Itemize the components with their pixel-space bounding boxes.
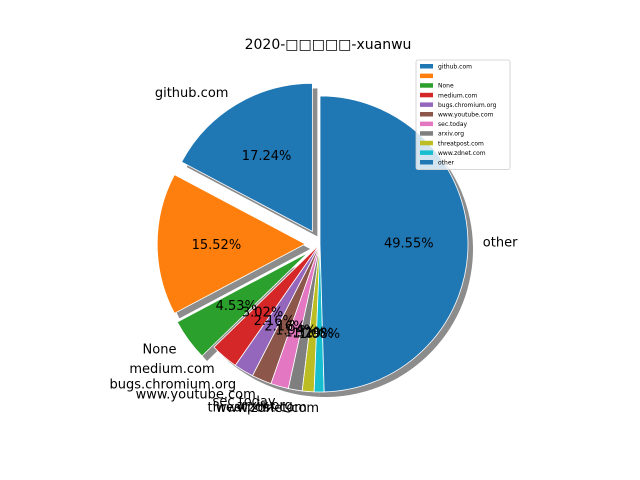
pct-label-bugs-chromium-org: 2.16% <box>254 314 295 329</box>
pct-label-www-youtube-com: 2.16% <box>264 320 305 335</box>
legend-label-sec-today: sec.today <box>438 121 468 128</box>
legend-swatch-threatpost-com <box>420 140 433 146</box>
legend-swatch-bugs-chromium-org <box>420 102 433 107</box>
legend: github.com None medium.com bugs.chromium.or… <box>415 59 511 170</box>
pct-label-www-zdnet-com: 1.08% <box>299 327 340 342</box>
legend-label-threatpost-com: threatpost.com <box>438 140 484 147</box>
pct-label-medium-com: 3.02% <box>242 306 283 321</box>
pct-label-sec-today: 1.94% <box>275 323 316 338</box>
legend-label-bugs-chromium-org: bugs.chromium.org <box>438 102 497 109</box>
slice-label-www-zdnet-com: www.zdnet.com <box>216 401 319 416</box>
legend-swatch-none <box>420 83 433 88</box>
pct-label-unlabeled-1: 15.52% <box>192 238 242 253</box>
legend-label-github-com: github.com <box>438 64 472 71</box>
legend-label-www-youtube-com: www.youtube.com <box>438 112 494 119</box>
pie-slice-none <box>176 252 309 357</box>
chart-title: 2020-□□□□□-xuanwu <box>245 37 412 53</box>
legend-label-arxiv-org: arxiv.org <box>438 131 464 138</box>
legend-swatch-medium-com <box>420 92 433 98</box>
percentage-labels: 17.24% 15.52% 4.53%3.02%2.16%2.16%1.94%1.5… <box>192 149 434 342</box>
pct-label-arxiv-org: 1.51% <box>284 326 325 341</box>
slice-label-github-com: github.com <box>155 86 229 101</box>
pct-label-none: 4.53% <box>216 299 257 314</box>
legend-frame <box>415 59 511 170</box>
legend-swatch-sec-today <box>420 121 433 127</box>
legend-label-www-zdnet-com: www.zdnet.com <box>438 150 486 157</box>
slice-label-none: None <box>143 343 177 358</box>
legend-swatch-arxiv-org <box>420 131 433 136</box>
slice-label-www-youtube-com: www.youtube.com <box>136 388 256 403</box>
slice-label-medium-com: medium.com <box>129 362 214 377</box>
legend-label-none: None <box>438 83 454 90</box>
slice-label-arxiv-org: arxiv.org <box>236 399 292 414</box>
legend-swatch-www-zdnet-com <box>420 150 433 155</box>
legend-swatch-other <box>420 160 433 165</box>
legend-swatch-unlabeled-1 <box>420 73 433 79</box>
legend-label-medium-com: medium.com <box>438 92 478 99</box>
pct-label-threatpost-com: 1.29% <box>292 327 333 342</box>
slice-label-sec-today: sec.today <box>213 395 276 410</box>
slice-label-threatpost-com: threatpost.com <box>208 400 307 415</box>
legend-label-other: other <box>438 160 455 167</box>
slice-labels: github.comNonemedium.combugs.chromium.or… <box>109 86 518 416</box>
slice-label-bugs-chromium-org: bugs.chromium.org <box>109 378 236 393</box>
legend-swatch-www-youtube-com <box>420 112 433 117</box>
pct-label-other: 49.55% <box>384 237 434 252</box>
slice-label-other: other <box>483 236 518 251</box>
pie-slice-github-com <box>181 82 313 232</box>
pct-label-github-com: 17.24% <box>242 149 292 164</box>
legend-swatch-github-com <box>420 64 433 69</box>
pie-slice-unlabeled-1 <box>156 174 307 314</box>
